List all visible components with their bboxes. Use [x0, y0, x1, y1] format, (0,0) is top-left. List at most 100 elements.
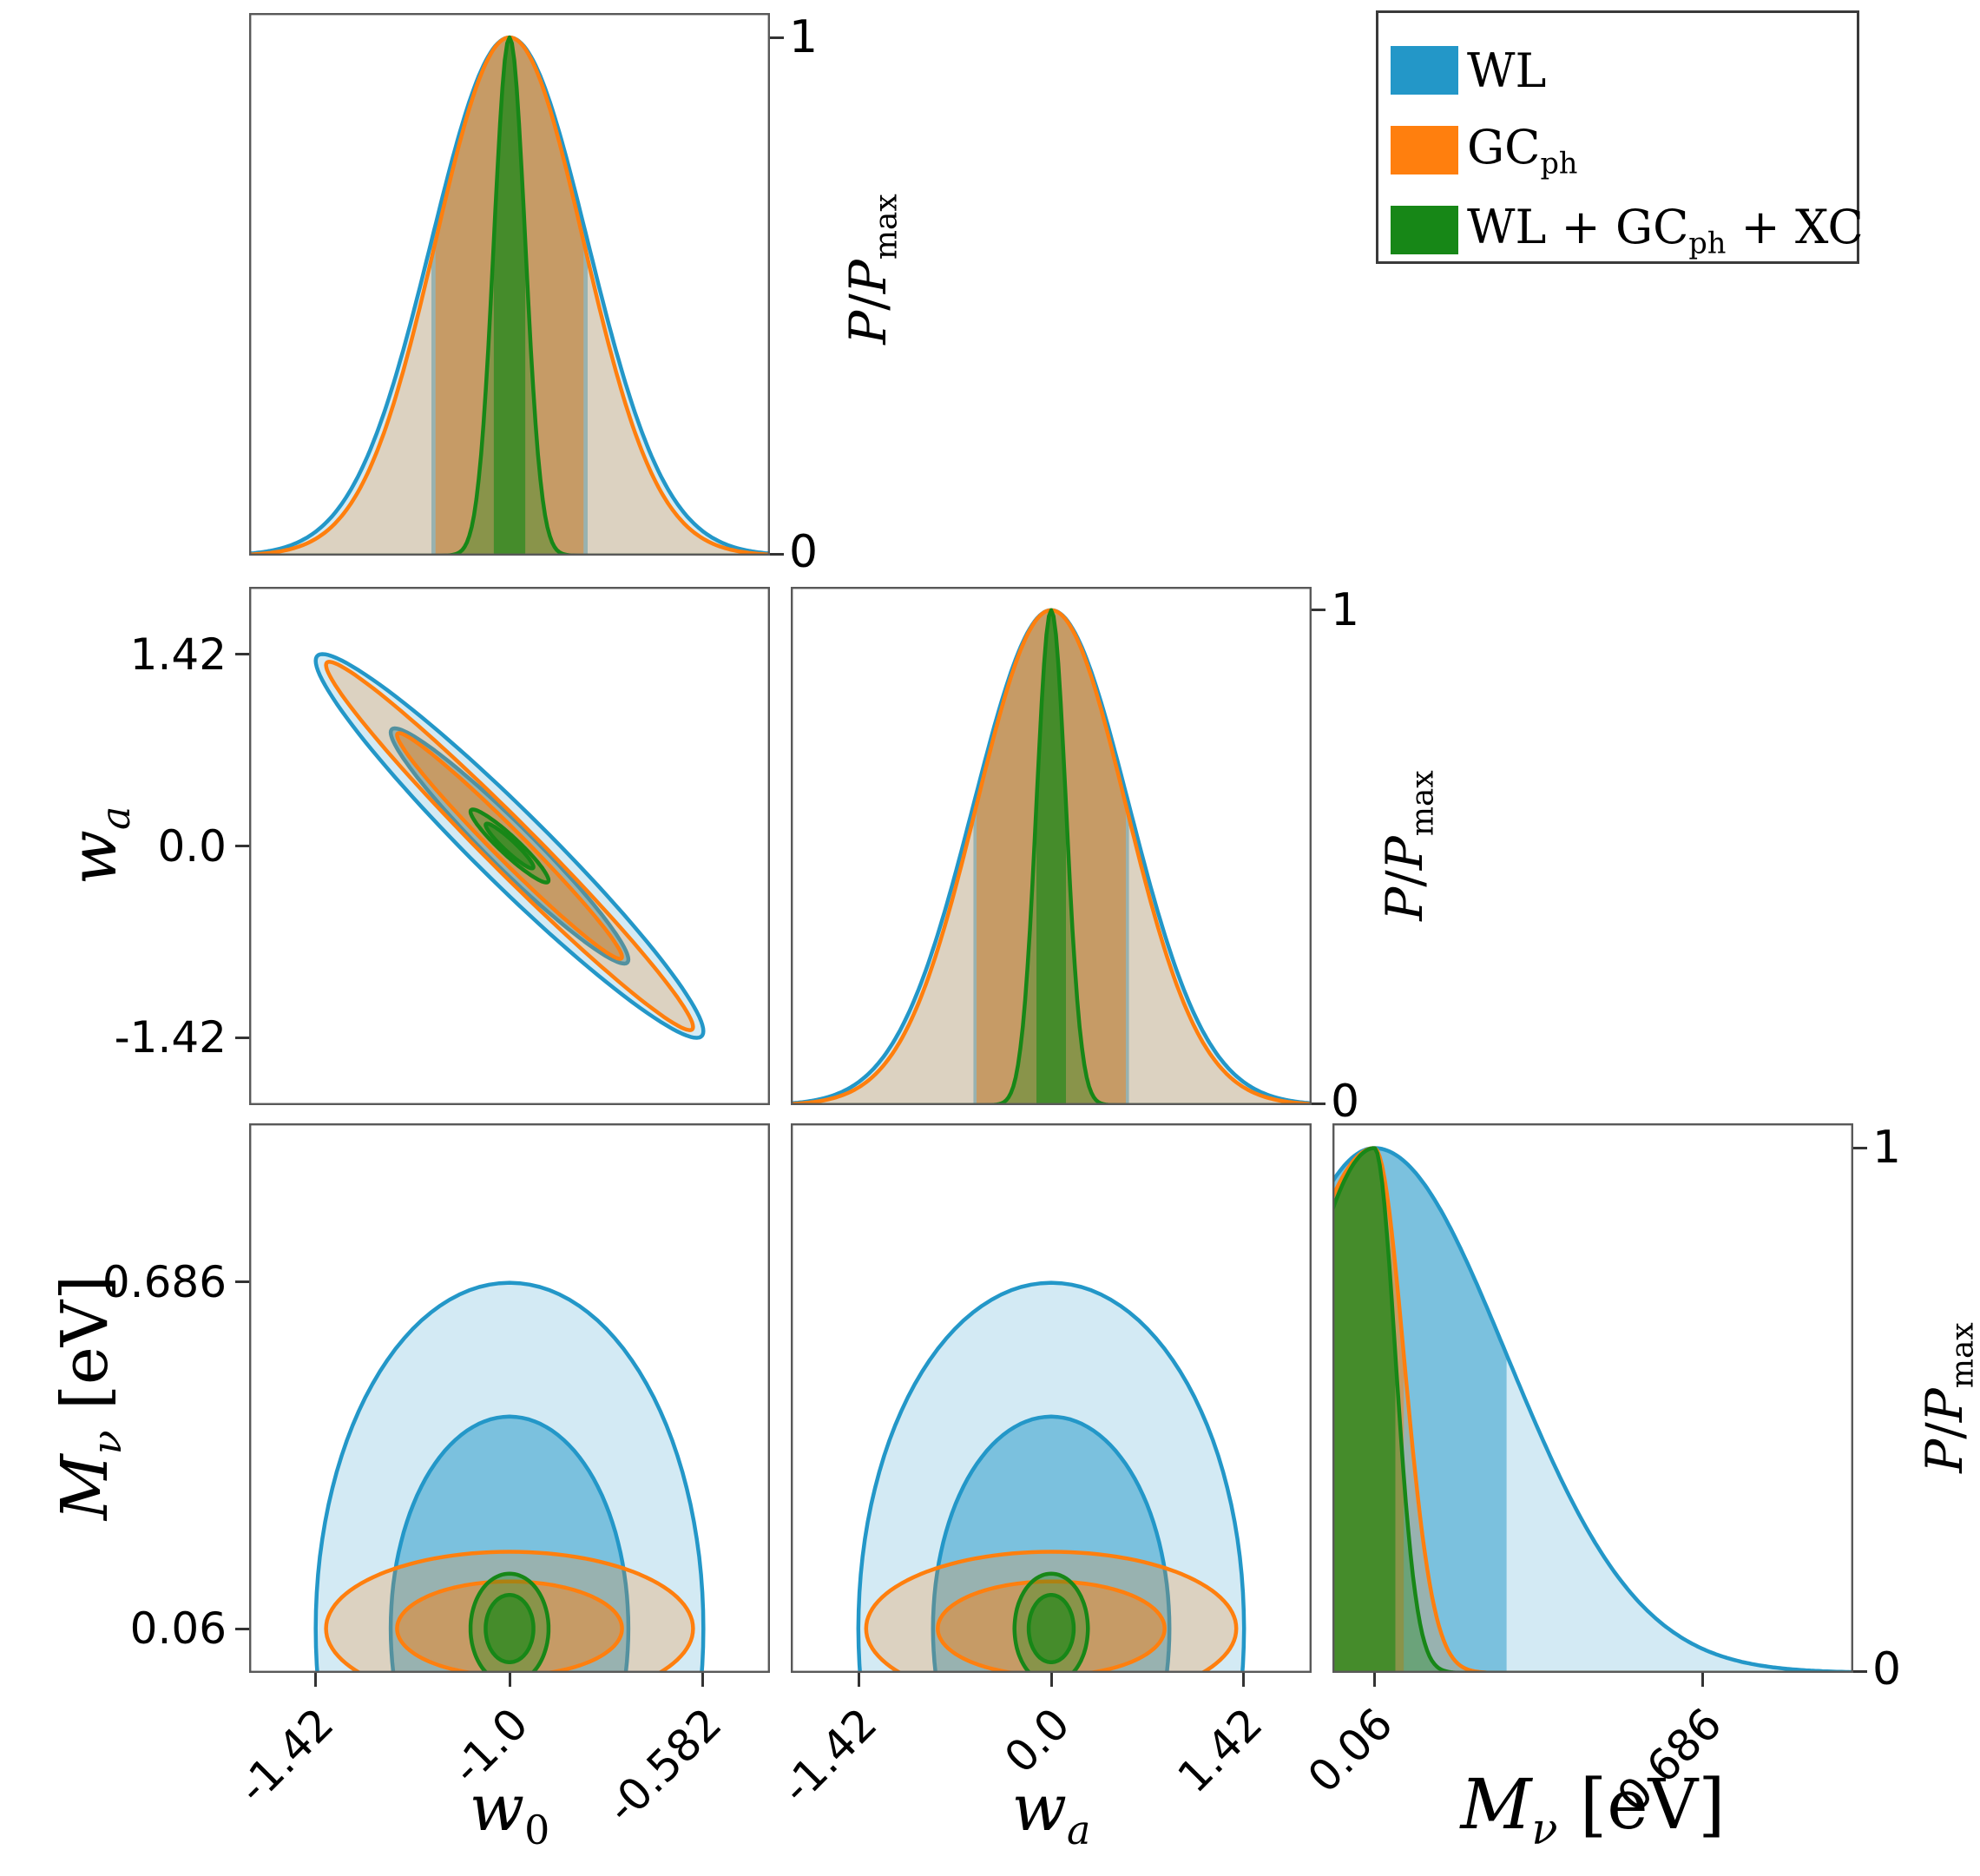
contour-1sigma-fill-0 — [932, 1416, 1170, 1673]
y-axis-label-wa: wa — [56, 715, 139, 976]
y-tick-mark-wa — [235, 653, 249, 656]
pp-max-label-row3: P/Pmax — [1915, 1267, 1980, 1528]
label-segment: / — [1915, 1422, 1974, 1439]
label-segment: / — [1375, 870, 1434, 887]
x-tick-mark-w0 — [508, 1673, 511, 1687]
y-tick-label-wa: 1.42 — [129, 629, 227, 680]
y-tick-label-wa: -1.42 — [114, 1012, 227, 1063]
legend-label: WL — [1467, 43, 1546, 98]
contour-1sigma-line-1 — [936, 1579, 1167, 1673]
label-segment: w — [469, 1771, 525, 1846]
contour-2sigma-line-0 — [313, 652, 706, 1040]
contour-1sigma-line-0 — [388, 726, 631, 966]
contour-1sigma-fill-2 — [485, 823, 534, 869]
label-segment: + XC — [1726, 200, 1864, 255]
legend-item-2: WL + GCph + XC — [1391, 194, 1864, 267]
label-segment: P — [1915, 1438, 1974, 1473]
contour-1sigma-line-2 — [483, 821, 536, 871]
pp-tick-label: 0 — [789, 526, 819, 578]
legend-swatch — [1391, 126, 1458, 174]
label-segment: max — [868, 194, 904, 260]
label-segment: [eV] — [48, 1274, 122, 1431]
marginal-fill-dark-2 — [493, 37, 526, 556]
x-tick-label-w0: -1.42 — [228, 1698, 344, 1813]
panel-w0-marginal — [249, 13, 770, 556]
y-tick-label-mnu: 0.686 — [102, 1256, 227, 1307]
label-segment: M — [48, 1454, 122, 1521]
pp-tick-label: 1 — [789, 11, 819, 64]
marginal-curve-2 — [1332, 1146, 1853, 1673]
panel-spine — [1332, 1123, 1853, 1673]
contour-2sigma-line-0 — [313, 1280, 706, 1673]
label-segment: P — [839, 310, 898, 345]
contour-2sigma-line-2 — [468, 1571, 551, 1673]
label-segment: ph — [1688, 226, 1727, 260]
label-segment: P — [839, 260, 898, 294]
pp-tick-mark — [1312, 609, 1325, 612]
label-segment: ν — [83, 1430, 131, 1455]
contour-1sigma-line-0 — [931, 1414, 1172, 1673]
pp-max-label-row1: P/Pmax — [839, 139, 904, 399]
y-tick-label-mnu: 0.06 — [129, 1603, 227, 1654]
contour-1sigma-line-2 — [483, 1592, 536, 1665]
label-segment: WL + GC — [1467, 200, 1689, 255]
pp-tick-mark — [1312, 1103, 1325, 1106]
pp-max-label-row2: P/Pmax — [1375, 715, 1441, 976]
label-segment: w — [56, 830, 131, 885]
panel-w0-wa — [249, 587, 770, 1105]
contour-1sigma-line-1 — [395, 1579, 624, 1673]
label-segment: a — [92, 806, 140, 831]
pp-tick-mark — [1853, 1146, 1867, 1149]
x-tick-mark-w0 — [313, 1673, 317, 1687]
pp-tick-mark — [770, 36, 784, 39]
marginal-fill-dark-2 — [1332, 1148, 1396, 1673]
x-tick-mark-wa — [1049, 1673, 1053, 1687]
pp-tick-label: 1 — [1872, 1122, 1902, 1175]
x-axis-label-wa: wa — [878, 1771, 1225, 1853]
label-segment: w — [1011, 1771, 1067, 1846]
label-segment: max — [1404, 770, 1441, 837]
x-tick-mark-mnu — [1701, 1673, 1705, 1687]
x-tick-mark-wa — [857, 1673, 860, 1687]
contour-1sigma-fill-2 — [485, 1595, 534, 1662]
legend-item-1: GCph — [1391, 114, 1577, 187]
x-tick-mark-wa — [1242, 1673, 1246, 1687]
legend-label: GCph — [1467, 120, 1577, 181]
y-tick-mark-mnu — [235, 1627, 249, 1630]
legend-swatch — [1391, 206, 1458, 254]
marginal-curve-2 — [791, 608, 1312, 1105]
contour-2sigma-line-1 — [864, 1550, 1239, 1673]
label-segment: 0 — [524, 1807, 550, 1854]
label-segment: max — [1944, 1322, 1980, 1389]
label-segment: M — [1460, 1764, 1532, 1845]
label-segment: P — [1915, 1388, 1974, 1423]
label-segment: [eV] — [1557, 1764, 1726, 1845]
label-segment: ν — [1531, 1803, 1558, 1854]
panel-w0-mnu — [249, 1123, 770, 1673]
pp-tick-mark — [770, 553, 784, 556]
panel-spine — [249, 587, 770, 1105]
contour-1sigma-fill-2 — [1029, 1595, 1074, 1662]
contour-2sigma-line-1 — [324, 1550, 695, 1673]
marginal-fill-dark-2 — [1036, 609, 1067, 1105]
x-axis-label-mnu: Mν [eV] — [1419, 1764, 1766, 1853]
label-segment: a — [1066, 1807, 1091, 1854]
contour-2sigma-line-0 — [856, 1280, 1247, 1673]
y-tick-label-wa: 0.0 — [157, 820, 227, 872]
marginal-curve-2 — [249, 35, 770, 556]
contour-2sigma-line-1 — [324, 660, 695, 1032]
x-tick-label-wa: -1.42 — [772, 1698, 887, 1813]
panel-wa-marginal — [791, 587, 1312, 1105]
contour-1sigma-line-2 — [1026, 1592, 1076, 1665]
panel-wa-mnu — [791, 1123, 1312, 1673]
x-tick-mark-w0 — [701, 1673, 705, 1687]
panel-mnu-marginal — [1332, 1123, 1853, 1673]
contour-2sigma-line-2 — [1012, 1571, 1090, 1673]
y-tick-mark-mnu — [235, 1280, 249, 1284]
contour-1sigma-line-1 — [395, 731, 624, 961]
legend-swatch — [1391, 46, 1458, 95]
pp-tick-mark — [1853, 1670, 1867, 1674]
marginal-curve-0 — [1332, 1146, 1853, 1673]
label-segment: WL — [1467, 43, 1547, 98]
